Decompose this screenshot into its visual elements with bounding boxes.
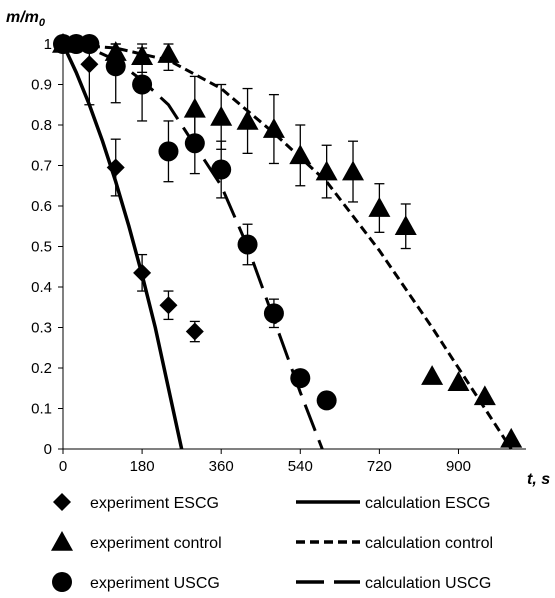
data-point xyxy=(473,385,496,406)
data-point xyxy=(236,109,259,130)
data-point xyxy=(79,34,100,54)
data-point xyxy=(342,160,365,181)
data-point xyxy=(500,427,523,448)
y-axis-title: m/m0 xyxy=(6,9,46,29)
data-point xyxy=(237,234,258,255)
calculation-line xyxy=(61,43,184,450)
y-tick-label: 0.6 xyxy=(31,198,52,215)
data-point xyxy=(159,296,178,315)
axes xyxy=(58,40,526,454)
x-tick-label: 180 xyxy=(130,458,155,475)
series-experiment-escg xyxy=(54,35,204,343)
series-calculation-escg xyxy=(61,43,184,450)
x-tick-label: 720 xyxy=(367,458,392,475)
y-tick-label: 0.8 xyxy=(31,117,52,134)
series-calculation-control xyxy=(62,42,513,450)
series-layer xyxy=(52,33,523,450)
legend-label: experiment control xyxy=(90,535,222,552)
data-point xyxy=(105,56,126,77)
series-experiment-uscg xyxy=(53,34,337,411)
data-point xyxy=(289,144,312,165)
legend-label: experiment ESCG xyxy=(90,495,219,512)
data-point xyxy=(80,55,99,74)
x-tick-label: 900 xyxy=(446,458,471,475)
data-point xyxy=(315,160,338,181)
x-axis-title: t, s xyxy=(527,471,550,488)
y-tick-label: 1 xyxy=(44,36,52,53)
data-point xyxy=(210,105,233,126)
data-point xyxy=(316,390,337,411)
legend-label: experiment USCG xyxy=(90,575,220,592)
data-point xyxy=(184,133,205,154)
y-tick-label: 0.9 xyxy=(31,77,52,94)
y-tick-label: 0.5 xyxy=(31,239,52,256)
y-tick-label: 0.2 xyxy=(31,360,52,377)
data-point xyxy=(421,365,444,385)
data-point xyxy=(290,368,311,389)
x-tick-label: 360 xyxy=(209,458,234,475)
y-tick-label: 0.4 xyxy=(31,279,52,296)
legend-marker xyxy=(51,531,73,551)
data-point xyxy=(185,322,204,341)
calculation-line xyxy=(62,42,513,450)
data-point xyxy=(262,118,285,138)
legend-marker xyxy=(52,572,72,592)
data-point xyxy=(158,141,179,162)
data-point xyxy=(133,263,152,282)
y-tick-label: 0.3 xyxy=(31,320,52,337)
series-experiment-control xyxy=(52,33,523,448)
tick-labels: 0 0.1 0.2 0.3 0.4 0.5 0.6 0.7 0.8 0.9 1 0 180 360 540 7… xyxy=(31,36,471,475)
legend-label: calculation ESCG xyxy=(365,495,490,512)
legend: experiment ESCG experiment control experim… xyxy=(51,493,493,592)
y-tick-label: 0 xyxy=(44,441,52,458)
y-tick-label: 0.7 xyxy=(31,158,52,175)
data-point xyxy=(183,97,206,118)
data-point xyxy=(263,303,284,324)
data-point xyxy=(132,74,153,95)
legend-label: calculation control xyxy=(365,535,493,552)
data-point xyxy=(368,197,391,217)
x-tick-label: 0 xyxy=(59,458,67,475)
data-point xyxy=(394,215,417,236)
data-point xyxy=(447,371,470,391)
legend-marker xyxy=(53,493,71,511)
data-point xyxy=(211,159,232,180)
y-tick-label: 0.1 xyxy=(31,401,52,418)
data-point xyxy=(106,158,125,177)
data-point xyxy=(157,43,180,63)
legend-label: calculation USCG xyxy=(365,575,491,592)
x-tick-label: 540 xyxy=(288,458,313,475)
